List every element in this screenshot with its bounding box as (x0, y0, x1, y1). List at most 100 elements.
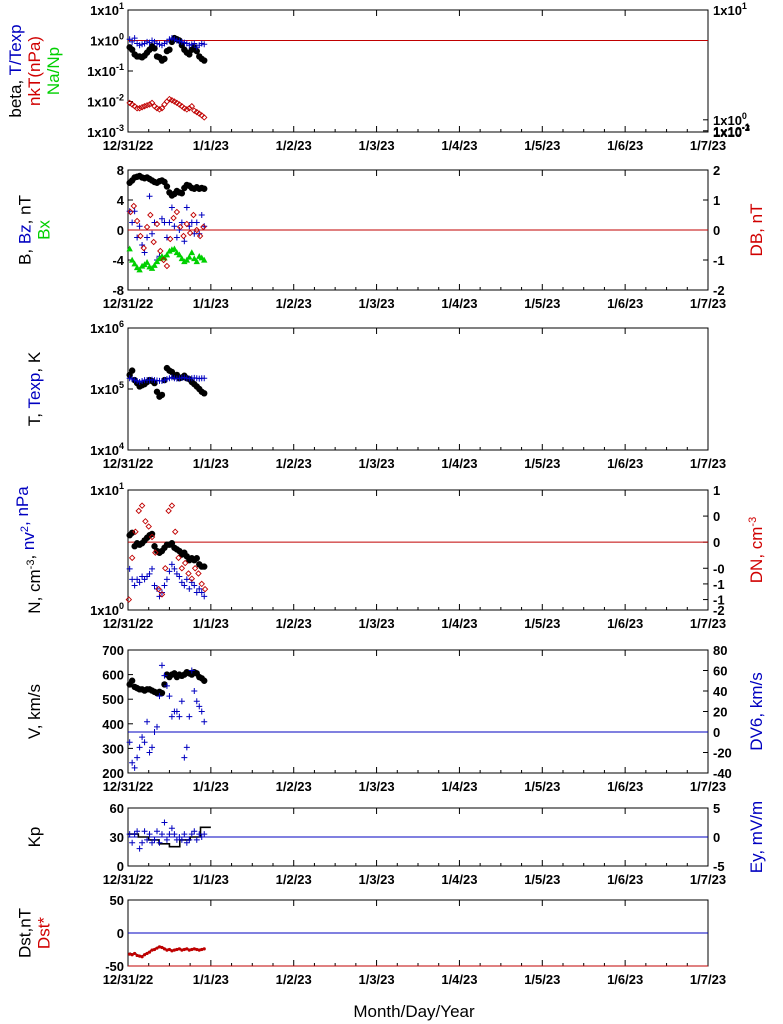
data-point (182, 947, 186, 952)
data-point (185, 947, 189, 951)
data-point (178, 190, 186, 197)
y-right-tick-label: 0 (713, 535, 720, 550)
data-point (128, 554, 136, 562)
y-left-label-segment: , (19, 550, 38, 559)
data-point (193, 258, 200, 265)
data-point (195, 570, 202, 577)
data-point (144, 836, 151, 843)
y-left-tick-label: -50 (105, 959, 124, 974)
data-point (128, 677, 136, 684)
y-right-label-segment: DB, nT (747, 204, 766, 257)
data-point (200, 223, 207, 231)
data-point (178, 219, 185, 226)
data-point (138, 502, 146, 509)
panels: 1x1011x1001x10-11x10-21x10-31x1011x1001x… (6, 1, 766, 974)
data-point (161, 582, 168, 589)
y-left-tick-label: 1x10-1 (87, 62, 124, 79)
x-tick-label: 1/1/23 (193, 616, 229, 631)
data-point (136, 744, 143, 751)
data-point (200, 947, 204, 952)
data-point (198, 212, 205, 218)
data-point (166, 693, 173, 700)
x-tick-label: 1/5/23 (524, 779, 560, 794)
y-left-tick-label: 0 (117, 223, 124, 238)
data-point (180, 948, 184, 952)
y-left-tick-label: 1x101 (90, 1, 124, 18)
x-tick-label: 1/5/23 (524, 456, 560, 471)
y-right-tick-label: 1x100 (713, 111, 747, 128)
y-left-tick-label: 30 (110, 830, 124, 845)
data-point (201, 41, 208, 48)
data-point (151, 582, 158, 589)
plot-frame (127, 9, 709, 133)
y-right-tick-label: 1x10-2 (713, 123, 750, 140)
data-point (176, 101, 183, 108)
data-point (201, 593, 208, 600)
data-point (181, 559, 189, 567)
y-left-label-segment: Dst,nT (16, 908, 35, 958)
data-point (191, 40, 198, 47)
data-point (146, 101, 153, 108)
y-left-label-segment: , nT (16, 195, 35, 224)
data-point (155, 946, 159, 950)
data-point (181, 831, 188, 838)
data-point (158, 215, 165, 222)
data-point (183, 204, 190, 211)
data-point (176, 227, 183, 233)
data-point (186, 105, 193, 112)
data-point (183, 220, 191, 228)
data-point (161, 55, 168, 63)
data-point (186, 51, 193, 58)
data-point (178, 565, 186, 572)
data-point (186, 585, 193, 592)
y-right-tick-label: -20 (713, 746, 732, 761)
y-right-label-segment: Ey, mV/m (747, 801, 766, 873)
data-point (193, 836, 200, 843)
data-point (157, 247, 164, 255)
data-point (163, 183, 171, 190)
panel-beta: 1x1011x1001x10-11x10-21x10-31x1011x1001x… (6, 1, 750, 140)
data-point (158, 591, 166, 598)
data-point (128, 46, 136, 53)
data-point (160, 945, 164, 950)
x-tick-label: 1/5/23 (524, 972, 560, 987)
y-right-tick-label: -40 (713, 766, 732, 781)
x-axis-tick-labels: 12/31/22 1/1/23 1/2/23 1/3/23 1/4/23 1/5/23 1/… (103, 138, 726, 987)
data-point (150, 238, 157, 246)
y-left-tick-label: 1x104 (90, 441, 124, 458)
data-point (196, 585, 203, 592)
data-point (166, 247, 173, 254)
y-right-tick-label: 80 (713, 643, 727, 658)
data-point (188, 102, 196, 110)
data-point (126, 565, 133, 572)
data-point (180, 232, 187, 240)
y-left-tick-label: 1x10-3 (87, 123, 124, 140)
x-tick-label: 1/1/23 (193, 779, 229, 794)
data-point (129, 38, 136, 45)
x-tick-label: 1/6/23 (607, 616, 643, 631)
data-point (201, 390, 208, 397)
data-point (173, 208, 181, 216)
data-point (161, 672, 168, 679)
data-point (198, 708, 205, 715)
data-point (168, 825, 175, 832)
y-left-label-line-0: B, Bz, nT (16, 195, 35, 265)
data-point (178, 255, 186, 262)
y-left-label-line-0: Kp (25, 827, 44, 848)
y-left-label-segment: Kp (25, 827, 44, 848)
data-point (144, 234, 151, 241)
y-right-tick-label: -2 (713, 603, 725, 618)
x-tick-label: 1/7/23 (690, 296, 726, 311)
data-point (202, 947, 206, 951)
y-left-label-line-1: Dst* (35, 917, 54, 950)
panel-kp: 60 30 0 5 0 -5 Kp Ey, mV/m (25, 801, 766, 874)
data-point (168, 561, 175, 568)
y-right-tick-label: -1 (713, 593, 725, 608)
data-point (191, 255, 198, 262)
x-tick-label: 1/6/23 (607, 872, 643, 887)
data-point (151, 262, 158, 268)
data-point (137, 232, 144, 240)
x-tick-label: 1/7/23 (690, 456, 726, 471)
x-tick-label: 1/3/23 (358, 972, 394, 987)
data-point (135, 507, 143, 515)
